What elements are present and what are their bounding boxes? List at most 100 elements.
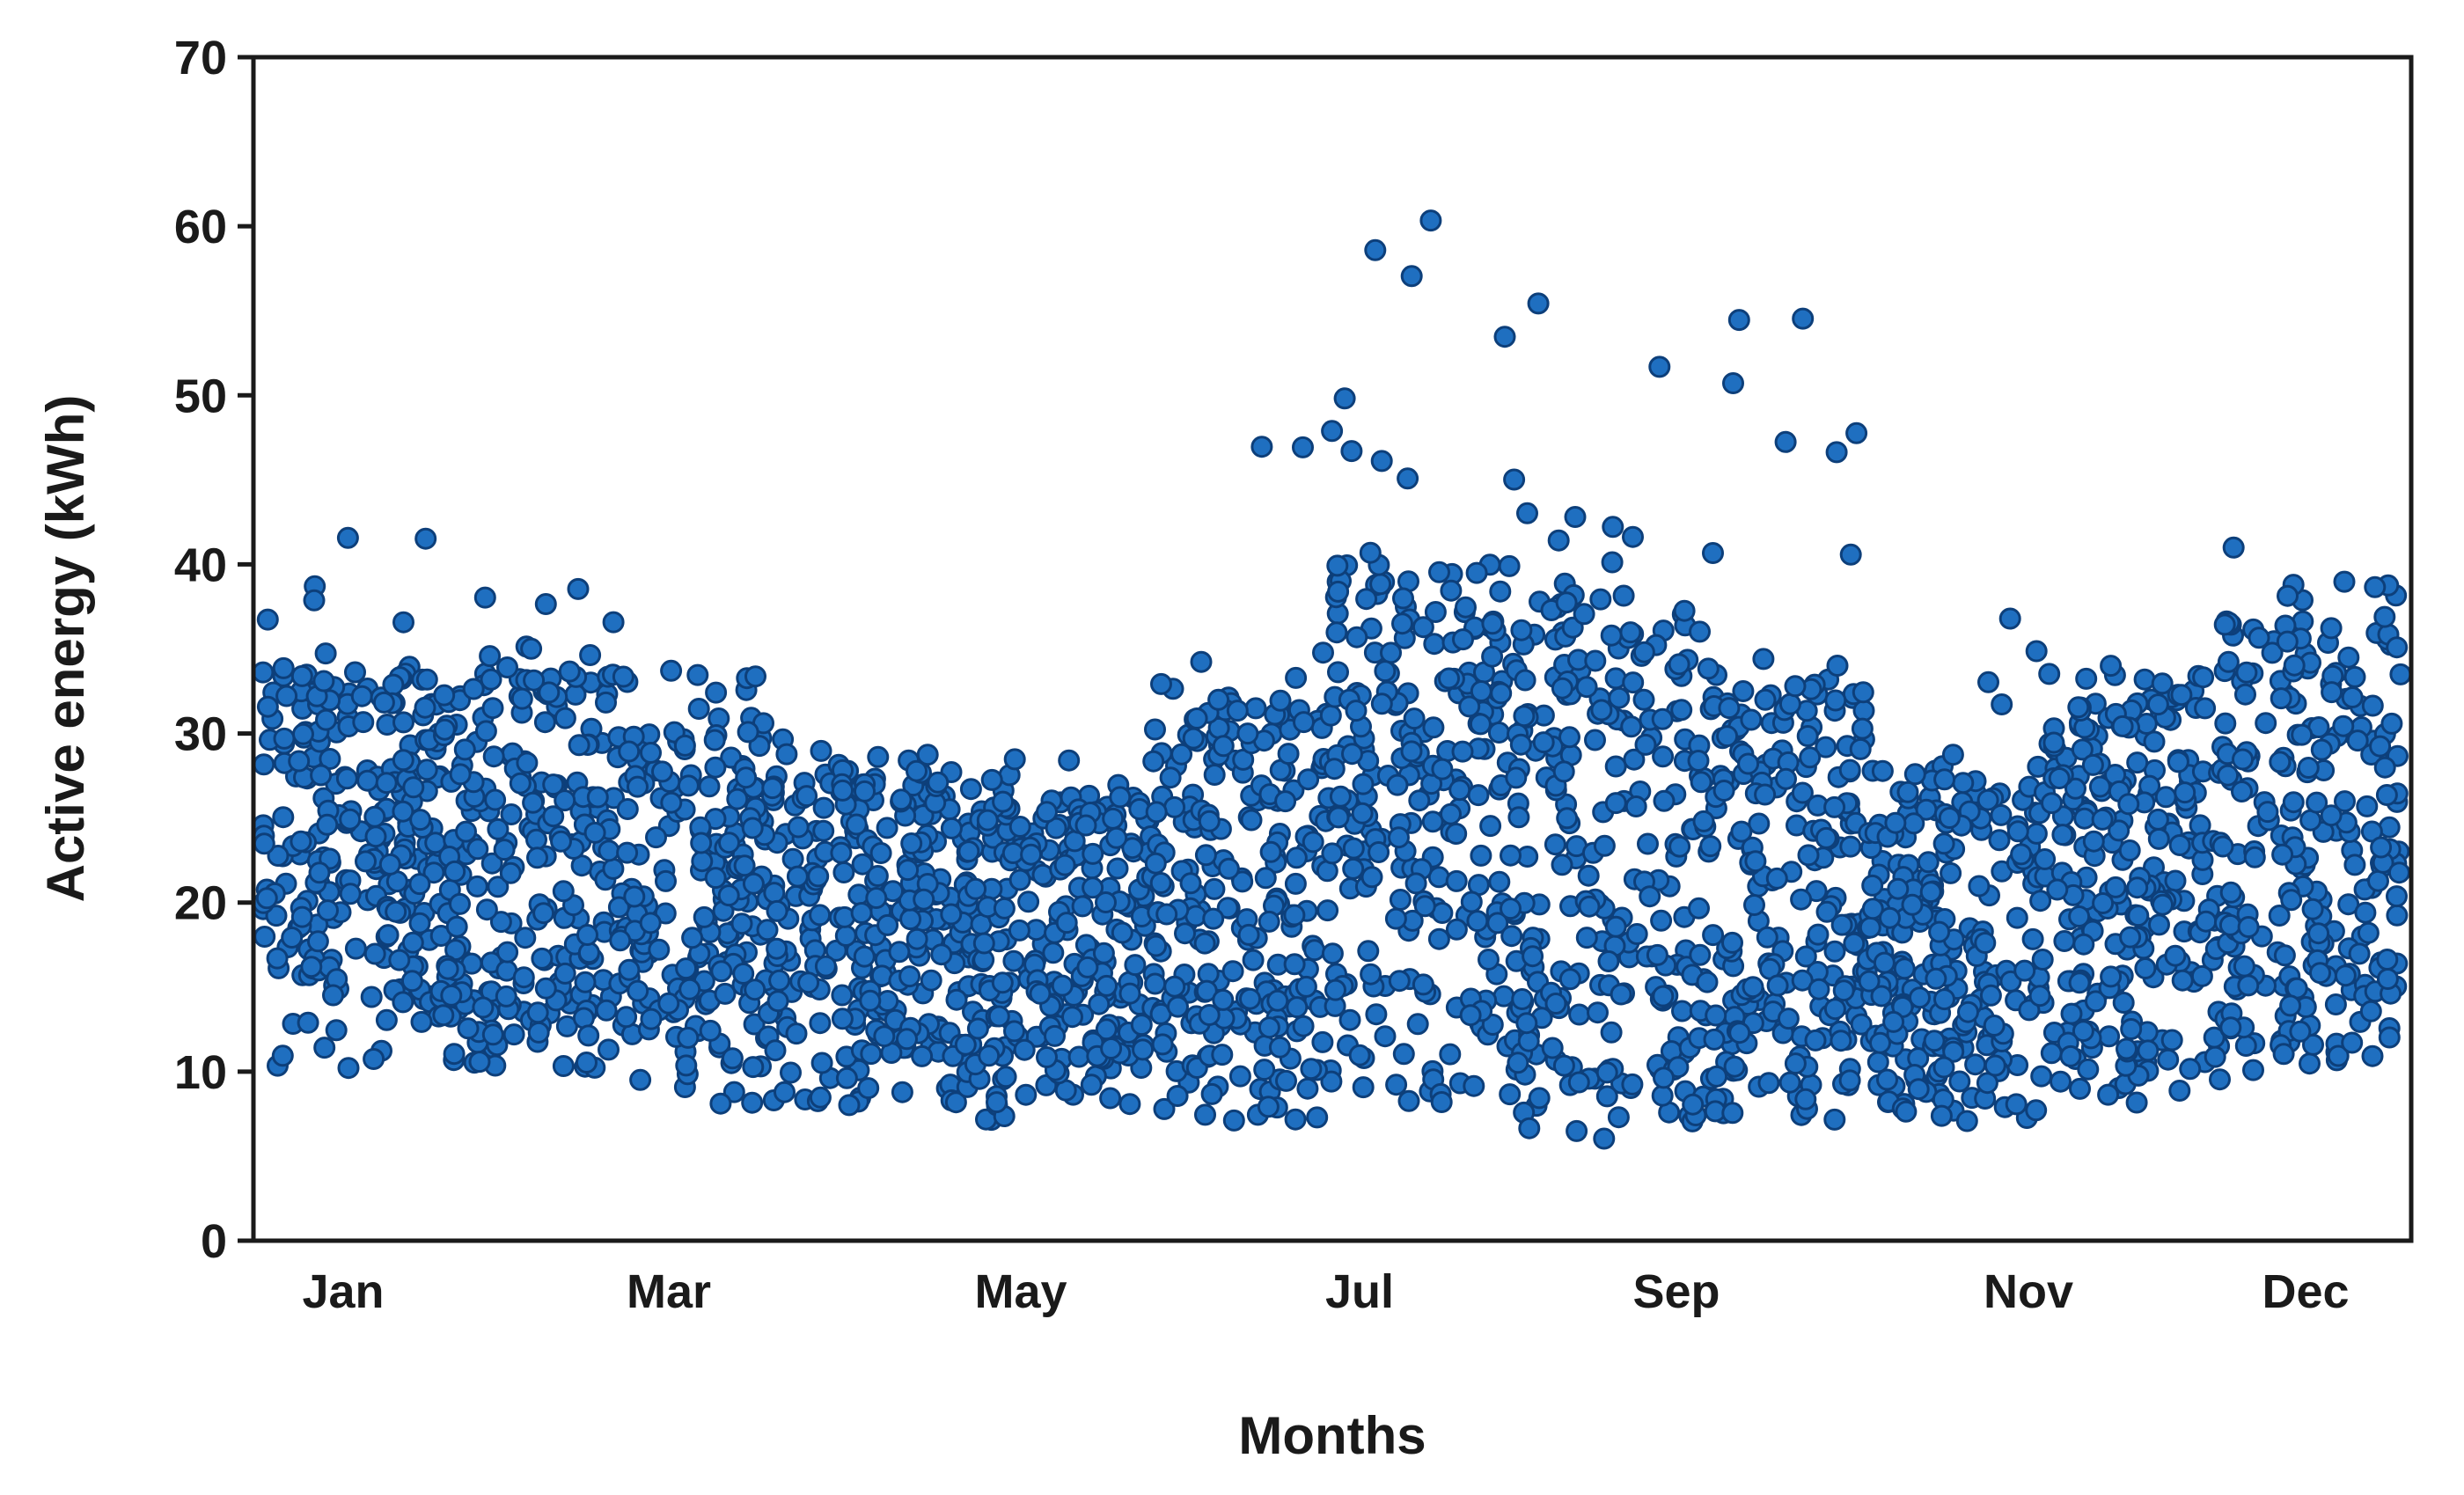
data-point	[314, 642, 337, 665]
data-point	[1268, 1036, 1291, 1059]
data-point	[1688, 897, 1710, 920]
data-point	[1082, 876, 1104, 899]
data-point	[1652, 745, 1675, 768]
data-point	[900, 832, 923, 854]
data-point	[869, 842, 892, 864]
data-point	[1088, 993, 1111, 1015]
data-point	[845, 813, 868, 836]
data-point	[1216, 897, 1239, 920]
data-point	[1109, 786, 1132, 809]
data-point	[500, 803, 523, 825]
data-point	[2117, 793, 2140, 816]
data-point	[1696, 971, 1719, 993]
data-point	[363, 942, 386, 965]
data-point	[1712, 780, 1735, 802]
data-point	[860, 1043, 883, 1066]
data-point	[1121, 837, 1144, 860]
data-point	[2112, 992, 2135, 1014]
data-point	[618, 958, 641, 981]
data-point	[2021, 927, 2044, 950]
data-point	[657, 992, 680, 1015]
data-point	[2072, 1020, 2094, 1043]
data-point	[516, 751, 539, 774]
data-point	[1514, 669, 1536, 692]
data-point	[2168, 1080, 2191, 1102]
data-point	[1903, 812, 1925, 835]
data-point	[2085, 990, 2107, 1013]
data-point	[2219, 881, 2242, 904]
data-point	[1029, 982, 1052, 1005]
data-point	[1217, 857, 1240, 880]
data-point	[2348, 942, 2371, 965]
data-point	[1459, 1004, 1482, 1027]
data-point	[385, 900, 407, 923]
data-point	[1575, 927, 1598, 949]
data-point	[1269, 689, 1292, 712]
data-point	[1964, 1053, 1987, 1076]
data-point	[1327, 580, 1350, 603]
data-point	[1302, 831, 1324, 854]
data-point	[1231, 870, 1254, 893]
data-point	[1365, 1003, 1388, 1026]
data-point	[1053, 854, 1076, 876]
data-point	[709, 1092, 732, 1115]
data-point	[1510, 619, 1533, 641]
data-point	[2375, 784, 2398, 806]
data-point	[2179, 1058, 2202, 1081]
data-point	[339, 883, 362, 905]
data-point	[1852, 681, 1874, 704]
data-point	[440, 984, 463, 1007]
data-point	[1451, 740, 1474, 763]
data-point	[2232, 748, 2254, 771]
x-tick-label: Sep	[1632, 1265, 1720, 1318]
data-point	[1421, 810, 1444, 833]
data-point	[1478, 949, 1500, 971]
data-point	[812, 819, 835, 842]
data-point	[2272, 1043, 2295, 1066]
data-point	[568, 734, 590, 757]
data-point	[602, 857, 625, 880]
data-point	[1222, 1109, 1245, 1132]
data-point	[2119, 926, 2142, 949]
data-point	[1743, 894, 1765, 916]
data-point	[1321, 842, 1344, 865]
data-point	[2378, 1026, 2401, 1049]
data-point	[2332, 715, 2355, 737]
data-point	[1179, 872, 1202, 895]
data-point	[1808, 978, 1830, 1000]
data-point	[1839, 835, 1862, 858]
data-point	[945, 988, 968, 1011]
data-point	[2354, 901, 2377, 924]
data-point	[2320, 617, 2343, 640]
data-point	[1595, 1061, 1618, 1084]
data-point	[1286, 996, 1309, 1019]
data-point	[1153, 1097, 1176, 1120]
data-point	[742, 872, 765, 895]
data-point	[1406, 1013, 1429, 1036]
data-point	[1625, 923, 1648, 945]
data-point	[1639, 885, 1661, 908]
data-point	[2321, 681, 2343, 704]
data-point	[897, 859, 920, 882]
data-point	[512, 966, 535, 989]
data-point	[1797, 844, 1820, 867]
data-point	[645, 826, 667, 849]
data-point	[1020, 843, 1043, 866]
data-point	[1933, 988, 1955, 1011]
data-point	[2361, 694, 2384, 717]
data-point	[281, 927, 304, 949]
data-point	[2302, 1033, 2324, 1056]
data-point	[1826, 655, 1849, 677]
data-point	[660, 791, 683, 814]
data-point	[480, 852, 503, 875]
data-point	[1481, 645, 1504, 668]
data-point	[675, 957, 698, 980]
data-point	[1044, 1024, 1066, 1047]
data-point	[2088, 775, 2111, 798]
data-point	[1259, 840, 1282, 863]
data-point	[2148, 913, 2170, 936]
data-point	[1360, 866, 1383, 889]
data-point	[1670, 699, 1693, 722]
data-point	[2373, 756, 2396, 779]
data-point	[1740, 708, 1763, 731]
